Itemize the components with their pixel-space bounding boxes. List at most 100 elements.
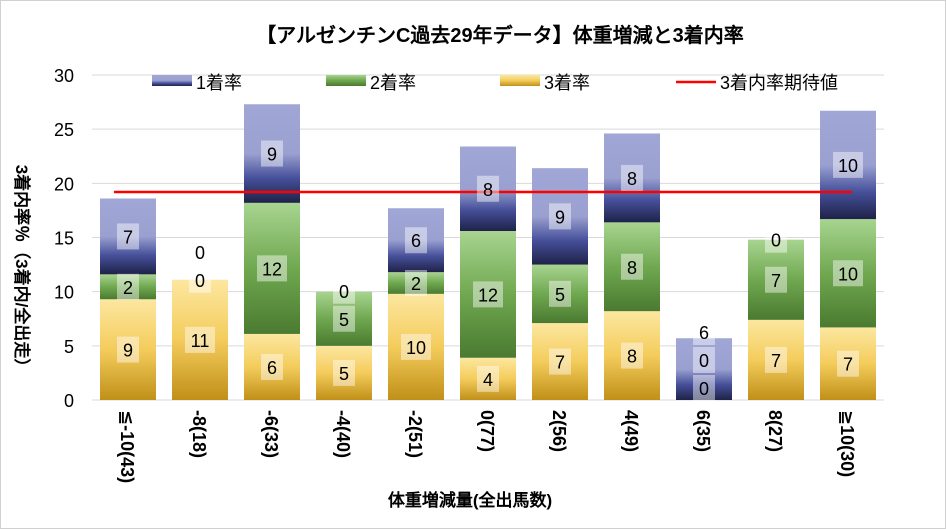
data-label-bg <box>837 350 859 377</box>
bar-segment-1 <box>388 293 444 400</box>
x-tick-label: ≦-10(43) <box>117 410 137 483</box>
data-label: 7 <box>771 351 781 371</box>
bar-segment-2 <box>100 274 156 300</box>
data-label-bg <box>477 175 499 202</box>
data-label: 7 <box>843 355 853 375</box>
data-label: 9 <box>555 207 565 227</box>
data-label-bg <box>473 281 503 308</box>
data-label: 2 <box>123 278 133 298</box>
x-tick-label: 0(77) <box>477 410 497 452</box>
x-tick-label: 2(56) <box>549 410 569 452</box>
data-label: 8 <box>627 169 637 189</box>
data-label: 8 <box>627 347 637 367</box>
y-tick-label: 15 <box>54 229 74 249</box>
bar-segment-1 <box>172 279 228 400</box>
data-label: 6 <box>411 231 421 251</box>
bar-segment-1 <box>532 323 588 400</box>
legend-swatch-1 <box>500 75 540 86</box>
data-label-bg <box>261 140 283 167</box>
data-label: 0 <box>339 282 349 302</box>
data-label-bg <box>693 375 715 401</box>
data-label-bg <box>549 280 571 307</box>
data-label-bg <box>765 266 787 293</box>
data-label: 5 <box>339 310 349 330</box>
legend-label: 3着内率期待値 <box>720 73 838 93</box>
data-label-bg <box>693 347 715 373</box>
data-label: 9 <box>123 341 133 361</box>
x-tick-label: 4(49) <box>621 410 641 452</box>
bar-segment-1 <box>460 357 516 400</box>
x-tick-label: 6(35) <box>693 410 713 452</box>
bar-segment-3 <box>820 110 876 220</box>
data-label: 8 <box>627 258 637 278</box>
x-tick-label: -6(33) <box>261 410 281 458</box>
data-label: 0 <box>699 351 709 371</box>
data-label: 11 <box>191 331 210 351</box>
y-tick-label: 5 <box>64 337 74 357</box>
bar-segment-2 <box>316 291 372 346</box>
data-label-bg <box>549 348 571 375</box>
data-label: 6 <box>267 358 277 378</box>
data-label: 0 <box>771 231 781 251</box>
bar-segment-2 <box>388 272 444 294</box>
data-label-bg <box>333 359 355 386</box>
data-label-bg <box>765 346 787 373</box>
data-label-bg <box>405 270 427 296</box>
y-axis-title: 3着内率％（3着内/全出走） <box>12 165 32 376</box>
data-label-bg <box>477 365 499 392</box>
data-label: 7 <box>771 271 781 291</box>
data-label-bg <box>189 238 211 265</box>
data-label: 7 <box>555 353 565 373</box>
x-tick-label: -8(18) <box>189 410 209 458</box>
data-label-bg <box>117 273 139 300</box>
data-label: 7 <box>123 227 133 247</box>
bar-segment-1 <box>748 319 804 400</box>
bar-segment-2 <box>460 231 516 358</box>
x-tick-label: -4(40) <box>333 410 353 458</box>
data-label-bg <box>693 319 715 345</box>
data-label-bg <box>333 305 355 332</box>
bar-segment-3 <box>388 208 444 273</box>
data-label-bg <box>765 226 787 253</box>
data-label-bg <box>833 151 863 178</box>
data-label: 4 <box>483 370 493 390</box>
data-label: 0 <box>195 271 205 291</box>
data-label: 10 <box>838 156 858 176</box>
bar-segment-1 <box>244 333 300 400</box>
legend-label: 2着率 <box>370 73 416 93</box>
data-label-bg <box>117 223 139 250</box>
x-tick-label: ≧10(30) <box>837 410 857 477</box>
data-label: 2 <box>411 274 421 294</box>
data-label-bg <box>333 277 355 304</box>
bar-segment-3 <box>244 104 300 203</box>
bar-segment-1 <box>604 311 660 400</box>
data-label-bg <box>833 260 863 287</box>
x-axis-title: 体重増減量(全出馬数) <box>388 490 552 510</box>
data-label-bg <box>189 266 211 293</box>
data-label-bg <box>401 333 431 360</box>
y-tick-label: 25 <box>54 120 74 140</box>
legend-swatch-3 <box>152 75 192 86</box>
legend-label: 3着率 <box>544 73 590 93</box>
bar-segment-1 <box>100 299 156 400</box>
data-label-bg <box>257 255 287 282</box>
bar-segment-3 <box>460 146 516 231</box>
data-label-bg <box>549 203 571 230</box>
legend-label: 1着率 <box>196 73 242 93</box>
data-label: 0 <box>195 243 205 263</box>
bar-segment-1 <box>316 345 372 400</box>
data-label-bg <box>185 326 215 353</box>
data-label: 0 <box>699 379 709 399</box>
bar-segment-2 <box>244 202 300 334</box>
data-label: 12 <box>262 259 282 279</box>
bar-segment-3 <box>100 198 156 275</box>
data-label-bg <box>621 164 643 191</box>
x-tick-label: -2(51) <box>405 410 425 458</box>
bar-segment-3 <box>604 133 660 223</box>
data-label: 5 <box>339 364 349 384</box>
data-label-bg <box>117 336 139 363</box>
legend-swatch-2 <box>326 75 366 86</box>
data-label: 6 <box>699 323 709 343</box>
y-tick-label: 0 <box>64 391 74 411</box>
chart-title: 【アルゼンチンC過去29年データ】体重増減と3着内率 <box>256 23 744 47</box>
